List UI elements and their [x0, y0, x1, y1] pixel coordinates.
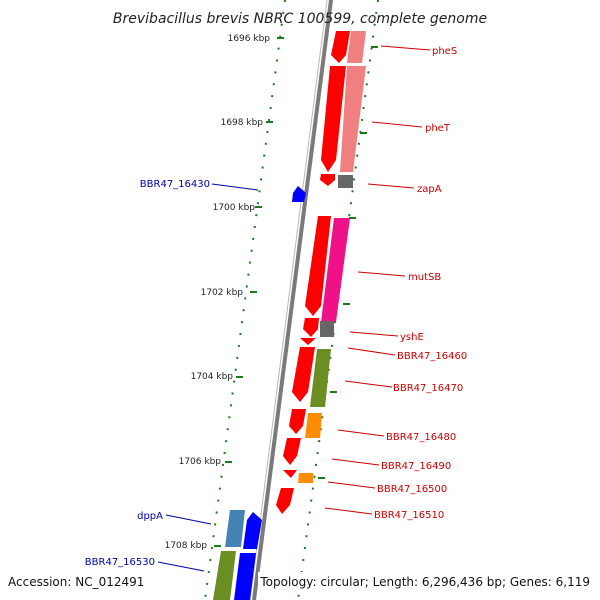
gene-bbr47-16500-outer[interactable] — [298, 473, 313, 483]
gene-bbr47-16430[interactable] — [292, 186, 306, 202]
gene-label[interactable]: BBR47_16530 — [85, 557, 155, 568]
gene-mutsb-inner[interactable] — [305, 216, 331, 316]
gene-label[interactable]: BBR47_16470 — [393, 383, 463, 394]
gene-phet-inner[interactable] — [321, 66, 346, 172]
kbp-label: 1704 kbp — [191, 372, 234, 382]
gene-zapa-inner[interactable] — [320, 174, 335, 186]
gene-dppa-blue[interactable] — [243, 512, 262, 549]
gene-bbr47-16470-outer[interactable] — [310, 349, 331, 407]
gene-bbr47-16490-inner[interactable] — [283, 438, 301, 465]
gene-bbr47-16480-inner[interactable] — [289, 409, 306, 434]
gene-dppa-steel[interactable] — [225, 510, 245, 547]
gene-bbr47-16480-outer[interactable] — [305, 413, 322, 438]
gene-phet-outer[interactable] — [340, 66, 366, 172]
kbp-label: 1708 kbp — [165, 541, 208, 551]
map-title: Brevibacillus brevis NBRC 100599, comple… — [113, 11, 487, 27]
gene-bbr47-16510-inner[interactable] — [276, 488, 294, 514]
gene-label[interactable]: BBR47_16490 — [381, 461, 451, 472]
gene-phes-outer[interactable] — [347, 31, 366, 63]
kbp-label: 1698 kbp — [221, 118, 264, 128]
kbp-label: 1702 kbp — [201, 288, 244, 298]
kbp-label: 1696 kbp — [228, 34, 271, 44]
gene-label[interactable]: pheT — [425, 123, 451, 134]
genome-backbone — [252, 0, 333, 600]
gene-yshe-inner[interactable] — [303, 318, 319, 337]
gene-label[interactable]: BBR47_16460 — [397, 351, 467, 362]
gene-label[interactable]: dppA — [137, 511, 163, 522]
accession-label: Accession: NC_012491 — [8, 575, 144, 589]
gene-bbr47-16500-inner[interactable] — [283, 470, 297, 478]
gene-label[interactable]: yshE — [400, 332, 424, 343]
gene-label[interactable]: zapA — [417, 184, 442, 195]
right-callout-lines — [324, 45, 431, 515]
gene-bbr47-16530-blue[interactable] — [234, 553, 256, 600]
left-callout-lines — [157, 183, 259, 572]
gene-zapa-outer[interactable] — [338, 175, 353, 188]
gene-bbr47-16460-inner[interactable] — [300, 338, 316, 345]
gene-label[interactable]: BBR47_16500 — [377, 484, 447, 495]
footer-right-bg — [258, 572, 594, 592]
gene-bbr47-16470-inner[interactable] — [292, 347, 315, 402]
gene-label[interactable]: BBR47_16430 — [140, 179, 210, 190]
gene-label[interactable]: pheS — [432, 46, 457, 57]
major-ticks — [214, 37, 378, 547]
gene-label[interactable]: mutSB — [408, 272, 441, 283]
genome-stats: Topology: circular; Length: 6,296,436 bp… — [259, 575, 590, 589]
genome-backbone-edge — [249, 0, 328, 600]
gene-phes-inner[interactable] — [331, 31, 350, 63]
kbp-label: 1706 kbp — [179, 457, 222, 467]
kbp-label: 1700 kbp — [213, 203, 256, 213]
footer-left-bg — [6, 572, 154, 592]
gene-bbr47-16530-olive[interactable] — [213, 551, 236, 600]
inner-scale-track — [204, 0, 286, 600]
gene-mutsb-outer[interactable] — [321, 218, 350, 322]
gene-label[interactable]: BBR47_16510 — [374, 510, 444, 521]
gene-label[interactable]: BBR47_16480 — [386, 432, 456, 443]
outer-scale-track — [297, 0, 379, 600]
gene-yshe-outer[interactable] — [320, 321, 334, 337]
